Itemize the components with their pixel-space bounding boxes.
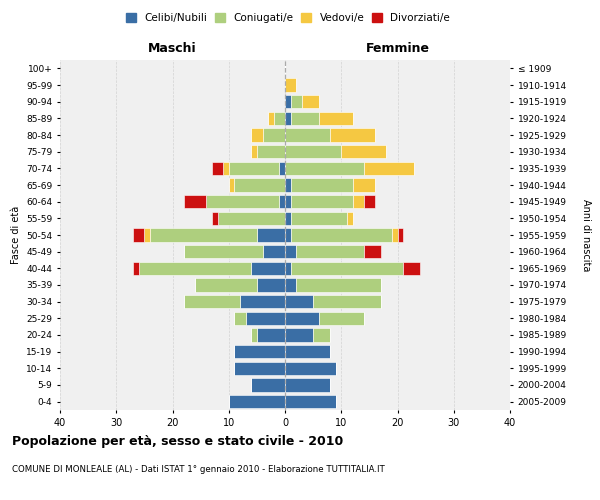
Bar — [285, 228, 290, 241]
Bar — [133, 228, 145, 241]
Bar — [274, 112, 285, 125]
Bar — [330, 128, 375, 141]
Bar — [285, 262, 290, 275]
Bar — [235, 312, 245, 325]
Bar — [235, 362, 285, 375]
Bar — [285, 345, 330, 358]
Bar — [184, 245, 263, 258]
Bar — [235, 178, 285, 192]
Bar — [302, 95, 319, 108]
Text: Maschi: Maschi — [148, 42, 197, 55]
Bar — [263, 245, 285, 258]
Bar — [398, 228, 403, 241]
Bar — [195, 278, 257, 291]
Bar — [313, 295, 380, 308]
Bar — [206, 195, 280, 208]
Bar — [296, 278, 380, 291]
Bar — [133, 262, 139, 275]
Bar — [285, 212, 290, 225]
Bar — [285, 395, 335, 408]
Bar — [251, 128, 263, 141]
Bar — [285, 362, 335, 375]
Bar — [403, 262, 420, 275]
Bar — [285, 378, 330, 392]
Bar — [251, 145, 257, 158]
Bar — [285, 112, 290, 125]
Bar — [257, 278, 285, 291]
Bar — [212, 162, 223, 175]
Bar — [353, 178, 375, 192]
Bar — [257, 145, 285, 158]
Bar — [251, 328, 257, 342]
Bar — [223, 162, 229, 175]
Bar — [257, 328, 285, 342]
Bar — [285, 145, 341, 158]
Bar — [319, 312, 364, 325]
Bar — [229, 162, 280, 175]
Bar — [290, 95, 302, 108]
Bar — [184, 295, 240, 308]
Bar — [285, 245, 296, 258]
Bar — [245, 312, 285, 325]
Bar — [341, 145, 386, 158]
Bar — [364, 195, 375, 208]
Y-axis label: Fasce di età: Fasce di età — [11, 206, 20, 264]
Y-axis label: Anni di nascita: Anni di nascita — [581, 199, 591, 271]
Bar — [290, 112, 319, 125]
Bar — [296, 245, 364, 258]
Bar — [229, 395, 285, 408]
Bar — [313, 328, 330, 342]
Bar — [285, 162, 364, 175]
Bar — [290, 262, 403, 275]
Bar — [240, 295, 285, 308]
Bar — [285, 195, 290, 208]
Bar — [285, 128, 330, 141]
Bar — [285, 78, 296, 92]
Bar — [290, 195, 353, 208]
Bar — [319, 112, 353, 125]
Bar — [251, 378, 285, 392]
Bar — [251, 262, 285, 275]
Bar — [212, 212, 218, 225]
Legend: Celibi/Nubili, Coniugati/e, Vedovi/e, Divorziati/e: Celibi/Nubili, Coniugati/e, Vedovi/e, Di… — [123, 10, 453, 26]
Bar — [139, 262, 251, 275]
Bar — [263, 128, 285, 141]
Bar — [364, 162, 415, 175]
Bar — [150, 228, 257, 241]
Bar — [285, 278, 296, 291]
Bar — [285, 178, 290, 192]
Bar — [280, 195, 285, 208]
Bar — [285, 95, 290, 108]
Text: COMUNE DI MONLEALE (AL) - Dati ISTAT 1° gennaio 2010 - Elaborazione TUTTITALIA.I: COMUNE DI MONLEALE (AL) - Dati ISTAT 1° … — [12, 465, 385, 474]
Bar — [285, 312, 319, 325]
Bar — [257, 228, 285, 241]
Bar — [353, 195, 364, 208]
Text: Femmine: Femmine — [365, 42, 430, 55]
Bar — [218, 212, 285, 225]
Bar — [290, 228, 392, 241]
Bar — [285, 295, 313, 308]
Bar — [280, 162, 285, 175]
Bar — [285, 328, 313, 342]
Bar — [290, 178, 353, 192]
Bar — [364, 245, 380, 258]
Bar — [235, 345, 285, 358]
Text: Popolazione per età, sesso e stato civile - 2010: Popolazione per età, sesso e stato civil… — [12, 435, 343, 448]
Bar — [347, 212, 353, 225]
Bar — [145, 228, 150, 241]
Bar — [184, 195, 206, 208]
Bar — [229, 178, 235, 192]
Bar — [290, 212, 347, 225]
Bar — [268, 112, 274, 125]
Bar — [392, 228, 398, 241]
